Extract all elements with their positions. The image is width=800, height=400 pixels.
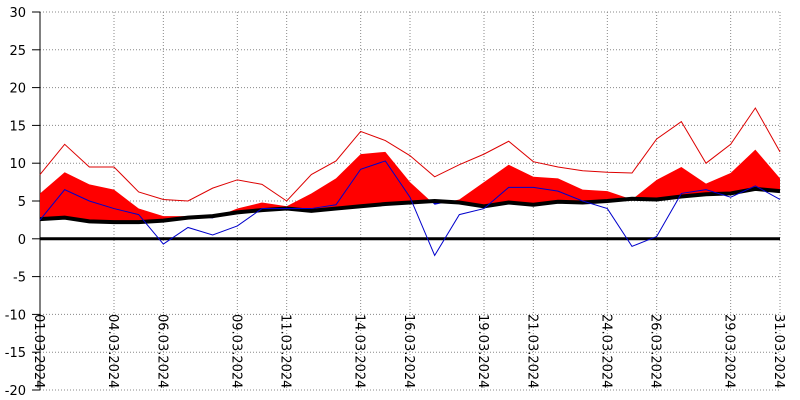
x-tick-label: 24.03.2024	[598, 314, 613, 388]
y-tick-label: 15	[9, 119, 26, 134]
x-tick-label: 29.03.2024	[722, 314, 737, 388]
y-tick-label: 30	[9, 6, 26, 21]
y-tick-label: 20	[9, 82, 26, 97]
y-tick-label: 5	[18, 195, 26, 210]
series-line	[39, 186, 781, 225]
y-tick-label: 0	[18, 233, 26, 248]
x-tick-label: 21.03.2024	[524, 314, 539, 388]
y-tick-label: -10	[5, 308, 26, 323]
y-tick-label: -15	[5, 346, 26, 361]
y-tick-label: -5	[13, 271, 26, 286]
x-tick-label: 16.03.2024	[401, 314, 416, 388]
y-tick-label: 10	[9, 157, 26, 172]
area-above	[40, 149, 780, 223]
x-tick-label: 31.03.2024	[771, 314, 786, 388]
x-tick-label: 09.03.2024	[228, 314, 243, 388]
y-tick-label: -20	[5, 384, 26, 399]
x-tick-label: 06.03.2024	[154, 314, 169, 388]
x-tick-label: 26.03.2024	[648, 314, 663, 388]
x-tick-label: 04.03.2024	[105, 314, 120, 388]
series-line	[39, 160, 781, 257]
x-tick-label: 14.03.2024	[352, 314, 367, 388]
y-tick-label: 25	[9, 44, 26, 59]
x-tick-label: 19.03.2024	[475, 314, 490, 388]
x-tick-label: 01.03.2024	[31, 314, 46, 388]
series-line	[39, 107, 781, 202]
x-tick-label: 11.03.2024	[278, 314, 293, 388]
